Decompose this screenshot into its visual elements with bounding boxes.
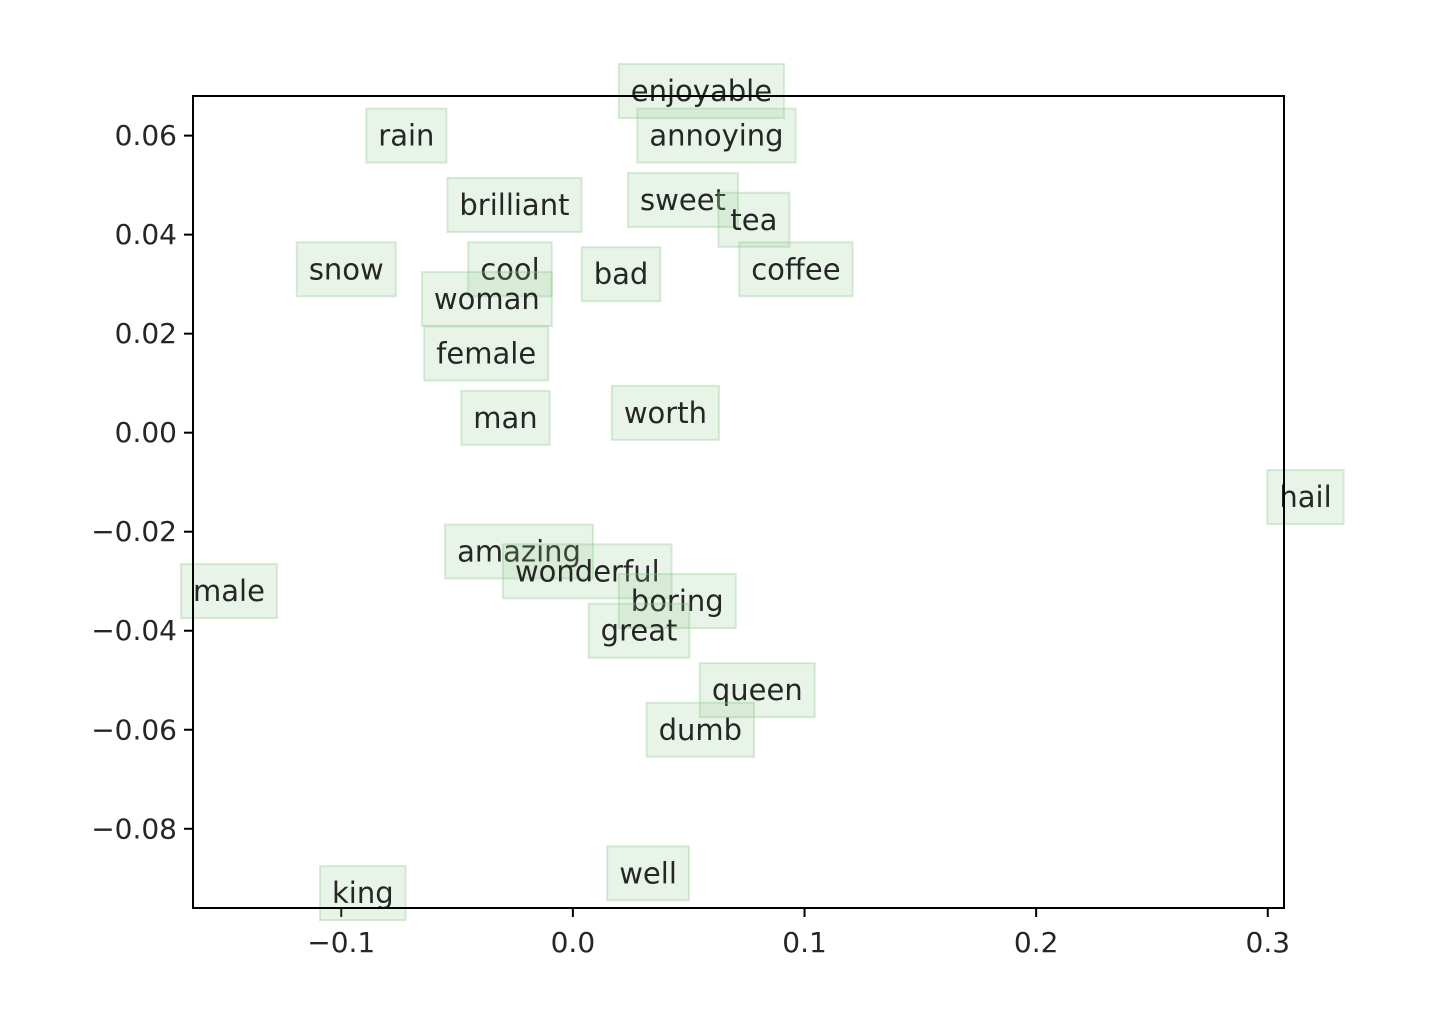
word-point-coffee: coffee [738,241,854,298]
word-label: male [193,574,265,608]
word-label-box [318,865,407,922]
word-label: amazing [457,535,581,569]
word-label-box [180,563,278,620]
word-point-great: great [587,602,691,659]
word-label: enjoyable [631,74,772,108]
y-tick-label: −0.06 [91,713,177,746]
word-label: cool [480,252,540,286]
word-label-box [501,543,673,600]
word-label: boring [631,584,724,618]
word-label: hail [1279,480,1331,514]
word-label-box [617,573,737,630]
word-label-box [636,107,797,164]
word-label: snow [309,252,384,286]
y-tick-label: 0.00 [115,416,177,449]
word-label: tea [730,203,777,237]
word-point-woman: woman [420,271,553,327]
word-label-box [460,389,551,446]
word-label: bad [594,257,649,291]
word-label: wonderful [515,554,660,588]
word-label: woman [434,282,540,316]
word-point-well: well [606,845,690,902]
word-label: dumb [659,713,742,747]
y-tick-label: −0.04 [91,614,177,647]
word-point-hail: hail [1266,469,1345,526]
word-label-box [295,241,397,298]
word-point-queen: queen [698,662,816,719]
word-label-box [580,246,662,303]
y-tick-label: −0.02 [91,515,177,548]
y-tick-label: 0.06 [115,119,177,152]
word-label: coffee [751,252,840,286]
word-point-wonderful: wonderful [501,543,673,600]
x-tick-label: 0.0 [551,926,596,959]
y-tick-label: 0.02 [115,317,177,350]
word-point-man: man [460,389,551,446]
word-label-box [645,701,756,758]
word-label: female [436,336,536,370]
word-label: man [473,401,537,435]
word-point-annoying: annoying [636,107,797,164]
word-point-brilliant: brilliant [446,176,583,233]
y-tick-label: 0.04 [115,218,177,251]
word-point-amazing: amazing [444,523,594,580]
word-point-bad: bad [580,246,662,303]
plot-area-frame [192,95,1285,909]
word-point-cool: cool [467,241,553,298]
word-point-enjoyable: enjoyable [617,63,786,120]
word-label-box [467,241,553,298]
word-label: annoying [649,119,783,153]
word-label-box [365,107,448,164]
word-point-male: male [180,563,278,620]
word-point-king: king [318,865,407,922]
word-label-box [587,602,691,659]
x-tick-label: 0.1 [782,926,827,959]
word-label: great [601,614,678,648]
word-point-tea: tea [717,191,791,248]
word-point-rain: rain [365,107,448,164]
word-point-sweet: sweet [627,171,739,228]
word-label: rain [378,119,434,153]
word-point-female: female [423,325,550,382]
word-label: worth [624,396,707,430]
axis-ticks: −0.1 0.0 0.1 0.2 0.3 0.06 0.04 0.02 0.00 −0.02 −0.… [91,119,1290,959]
word-label-box [738,241,854,298]
word-point-boring: boring [617,573,737,630]
word-label-box [698,662,816,719]
word-label-box [617,63,786,120]
word-label-box [420,271,553,327]
x-tick-label: −0.1 [307,926,375,959]
y-tick-label: −0.08 [91,812,177,845]
word-point-worth: worth [610,384,720,441]
word-label-box [444,523,594,580]
word-label: king [332,876,394,910]
word-label: sweet [640,183,726,217]
word-label-box [1266,469,1345,526]
word-label-box [423,325,550,382]
word-label-box [446,176,583,233]
x-tick-label: 0.2 [1014,926,1059,959]
word-point-dumb: dumb [645,701,756,758]
word-label-box [606,845,690,902]
word-label: well [619,856,677,890]
word-label: queen [712,673,803,707]
word-label: brilliant [459,188,569,222]
word-label-box [627,171,739,228]
word-point-snow: snow [295,241,397,298]
x-tick-label: 0.3 [1246,926,1291,959]
word-label-box [717,191,791,248]
word-label-box [610,384,720,441]
